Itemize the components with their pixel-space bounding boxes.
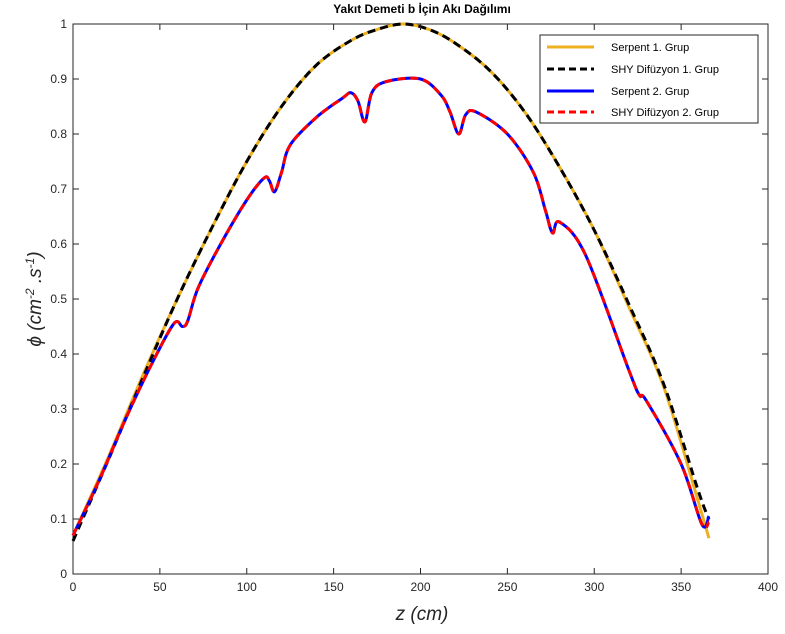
y-axis-title-mid: .s <box>25 268 46 289</box>
legend: Serpent 1. Grup SHY Difüzyon 1. Grup Ser… <box>539 34 759 124</box>
y-axis-title-base: ϕ (cm <box>25 299 46 347</box>
x-tick-label: 350 <box>671 580 691 594</box>
y-axis-title: ϕ (cm-2 .s-1) <box>23 251 46 346</box>
y-tick-label: 0.2 <box>50 457 67 471</box>
legend-label-shy-2: SHY Difüzyon 2. Grup <box>611 107 719 119</box>
y-tick-label: 0.3 <box>50 402 67 416</box>
y-tick-label: 0.5 <box>50 292 67 306</box>
x-tick-label: 0 <box>70 580 77 594</box>
x-tick-label: 300 <box>584 580 604 594</box>
y-tick-label: 0.8 <box>50 127 67 141</box>
tick-layer: 0 50 100 150 200 250 300 350 400 0 0.1 0.2 0.3 0.4 0.5… <box>50 17 778 594</box>
x-axis-title: z (cm) <box>395 604 449 625</box>
series-layer <box>71 22 711 542</box>
x-tick-label: 150 <box>324 580 344 594</box>
x-tick-label: 100 <box>237 580 257 594</box>
x-tick-label: 400 <box>758 580 778 594</box>
x-tick-label: 250 <box>497 580 517 594</box>
legend-label-serpent-2: Serpent 2. Grup <box>611 86 689 98</box>
y-axis-title-end: ) <box>25 251 46 259</box>
legend-box <box>539 34 759 124</box>
y-tick-label: 0.1 <box>50 512 67 526</box>
series-line-4 <box>71 76 711 537</box>
x-tick-label: 200 <box>410 580 430 594</box>
y-axis-title-exp2: -1 <box>23 258 37 269</box>
y-tick-label: 1 <box>60 17 67 31</box>
y-tick-label: 0.7 <box>50 182 67 196</box>
y-tick-label: 0.4 <box>50 347 67 361</box>
series-line-2 <box>71 22 711 542</box>
y-tick-label: 0 <box>60 567 67 581</box>
y-axis-title-exp1: -2 <box>23 288 37 299</box>
legend-label-shy-1: SHY Difüzyon 1. Grup <box>611 64 719 76</box>
y-tick-label: 0.9 <box>50 72 67 86</box>
x-tick-label: 50 <box>153 580 167 594</box>
y-tick-label: 0.6 <box>50 237 67 251</box>
legend-label-serpent-1: Serpent 1. Grup <box>611 42 689 54</box>
chart-title: Yakıt Demeti b İçin Akı Dağılımı <box>333 1 511 16</box>
